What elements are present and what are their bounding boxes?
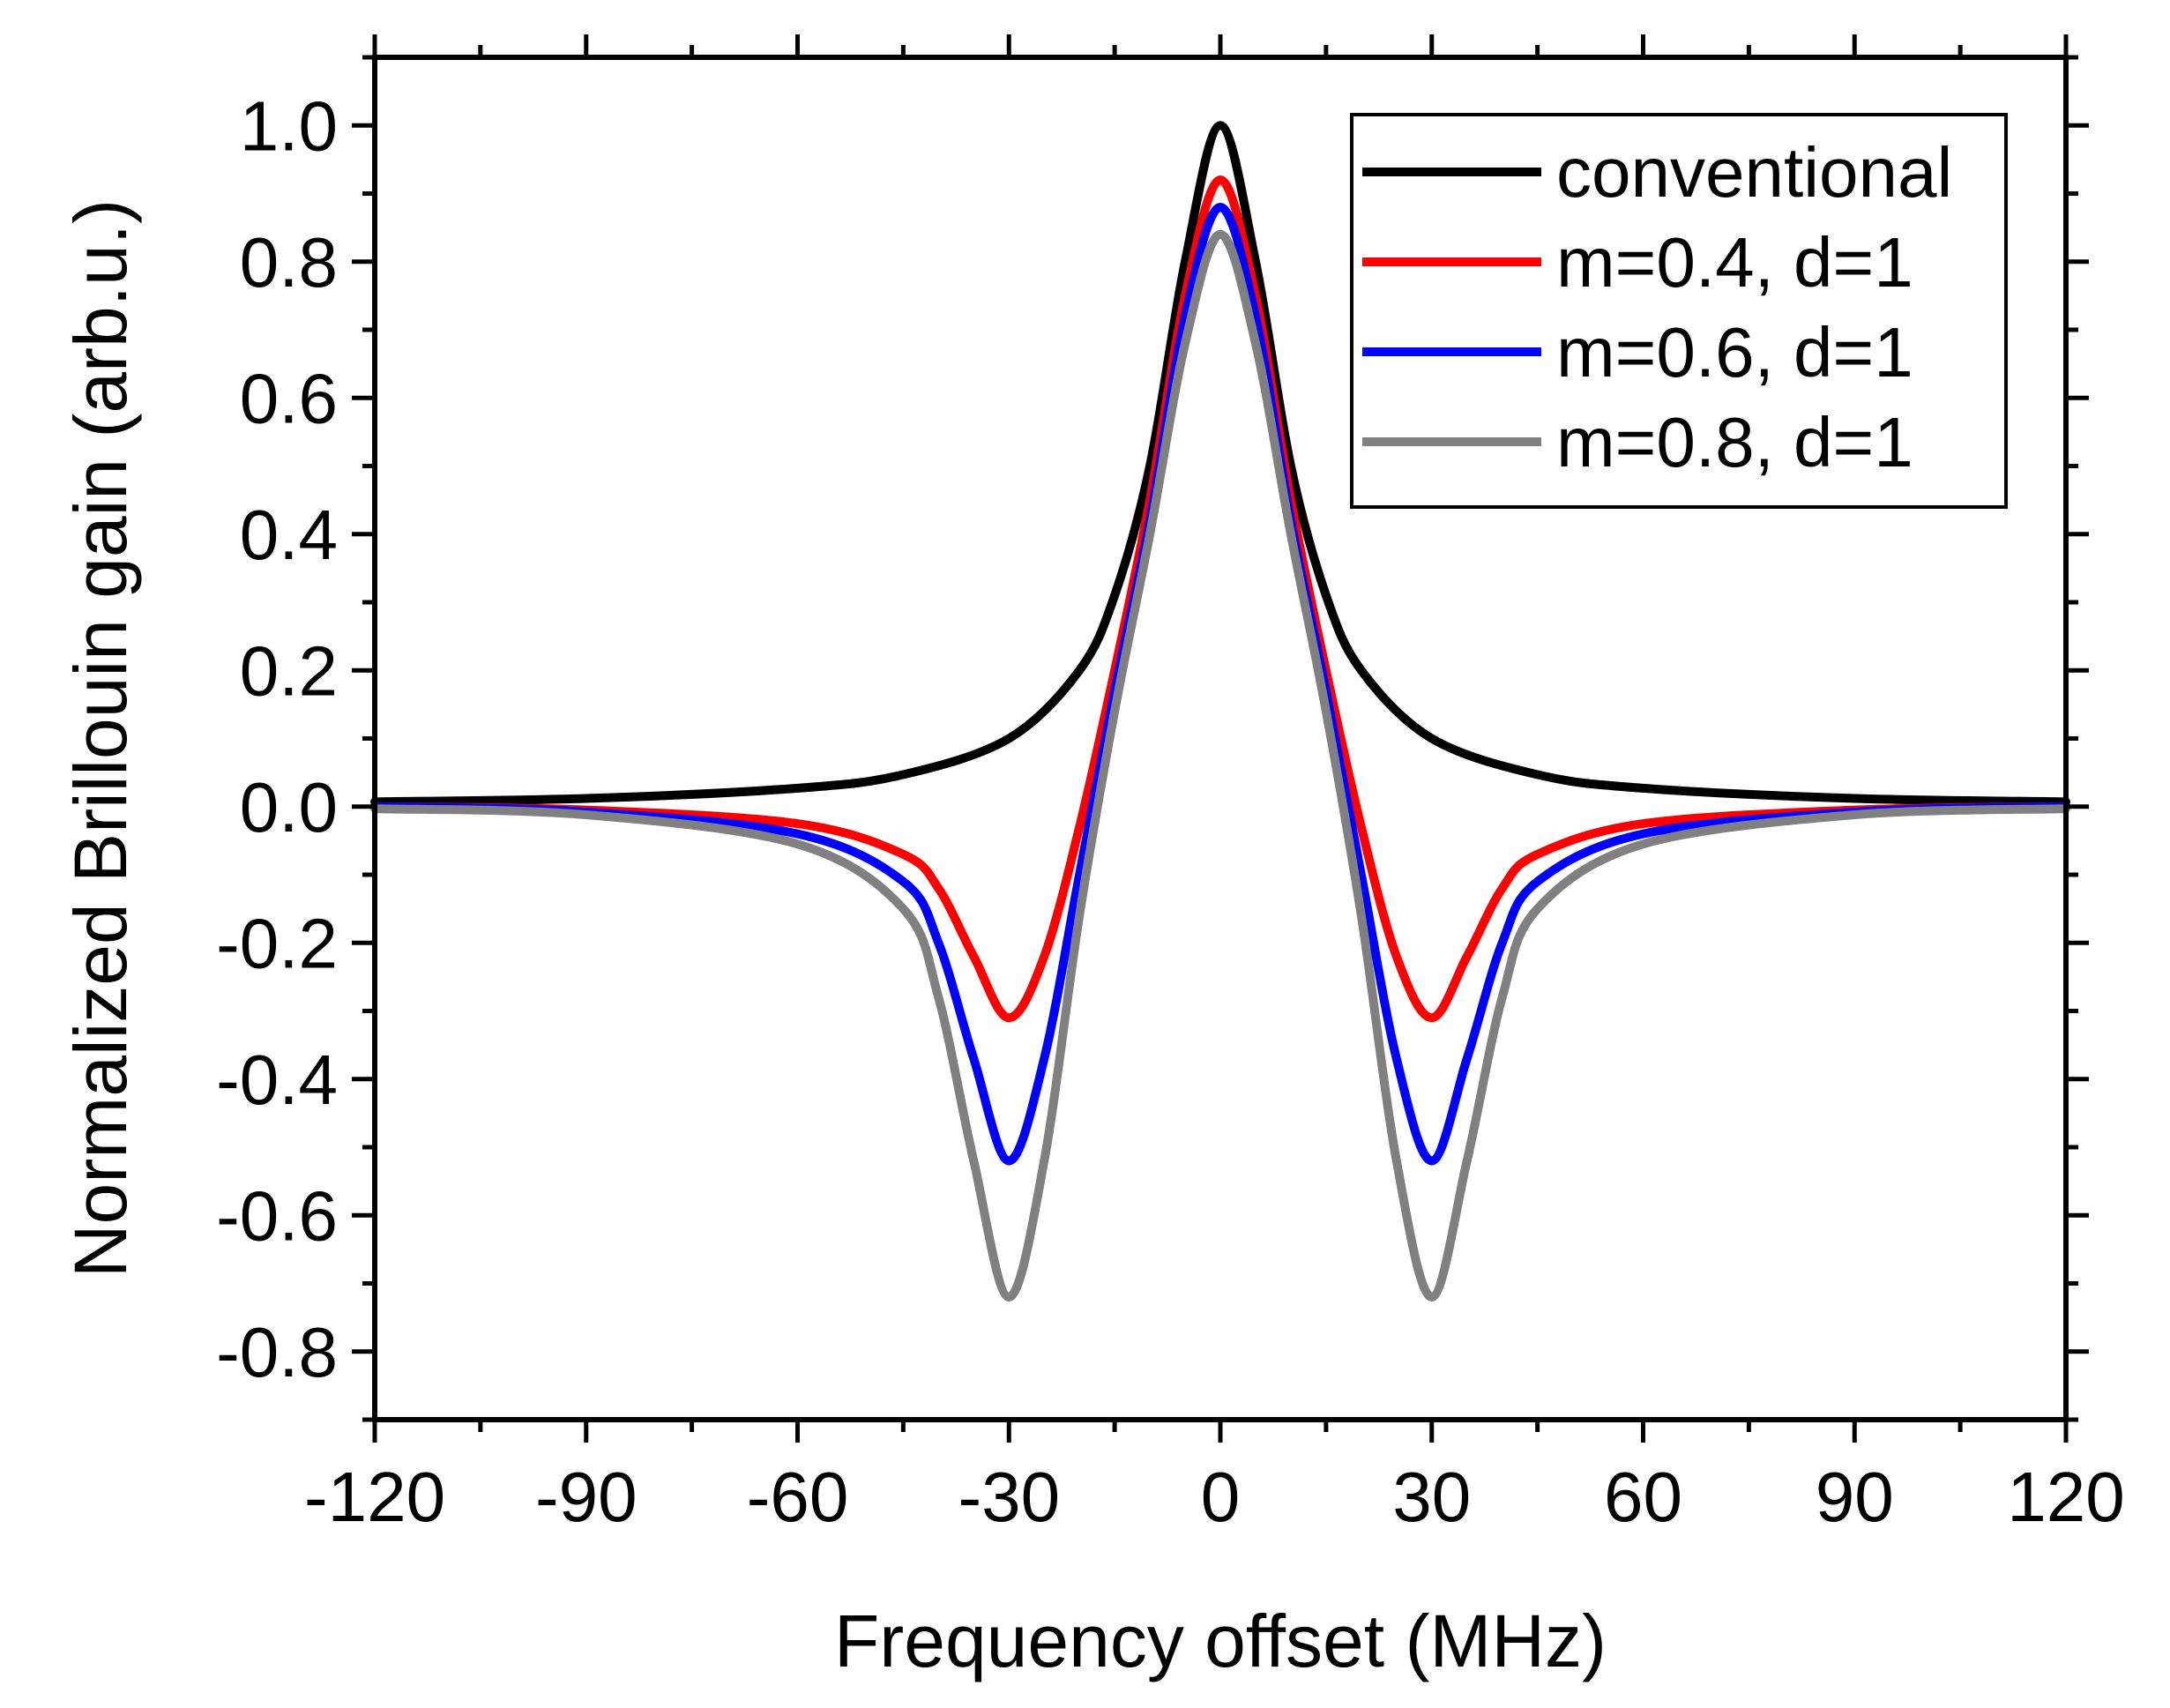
y-tick-label: -0.2 [216,904,338,982]
x-tick-label: -60 [747,1458,849,1536]
y-tick-label: 0.6 [240,359,338,437]
legend-label: m=0.8, d=1 [1556,403,1913,481]
y-tick-label: 0.2 [240,631,338,710]
x-tick-label: 30 [1392,1458,1471,1536]
y-tick-label: -0.8 [216,1313,338,1391]
y-tick-label: -0.4 [216,1040,338,1119]
x-tick-label: -90 [535,1458,638,1536]
legend-label: m=0.6, d=1 [1556,313,1913,392]
series-line-1 [370,175,2070,1023]
x-axis-title: Frequency offset (MHz) [834,1600,1607,1682]
x-tick-label: 0 [1201,1458,1241,1536]
y-tick-label: 0.0 [240,768,338,847]
y-tick-label: -0.6 [216,1176,338,1255]
legend: conventional m=0.4, d=1 m=0.6, d=1 m=0.8, d… [1350,113,2008,509]
x-tick-label: -30 [958,1458,1060,1536]
legend-label: m=0.4, d=1 [1556,223,1913,302]
plot-area [370,121,2070,1302]
y-axis-title: Normalized Brillouin gain (arb.u.) [59,199,142,1278]
x-tick-label: -120 [304,1458,445,1536]
x-tick-label: 60 [1604,1458,1682,1536]
y-tick-label: 0.8 [240,223,338,302]
y-axis: -0.8 -0.6 -0.4 -0.2 0.0 0.2 0.4 0.6 0.8 1.0 [216,55,2089,1422]
x-tick-label: 90 [1816,1458,1894,1536]
y-tick-label: 0.4 [240,496,338,574]
series-line-3 [370,229,2070,1302]
y-tick-label: 1.0 [240,86,338,165]
legend-label: conventional [1556,133,1952,212]
series-line-0 [370,121,2070,807]
x-tick-label: 120 [2007,1458,2124,1536]
x-axis: -120 -90 -60 -30 0 30 60 90 120 [304,34,2125,1536]
series-line-2 [370,202,2070,1166]
